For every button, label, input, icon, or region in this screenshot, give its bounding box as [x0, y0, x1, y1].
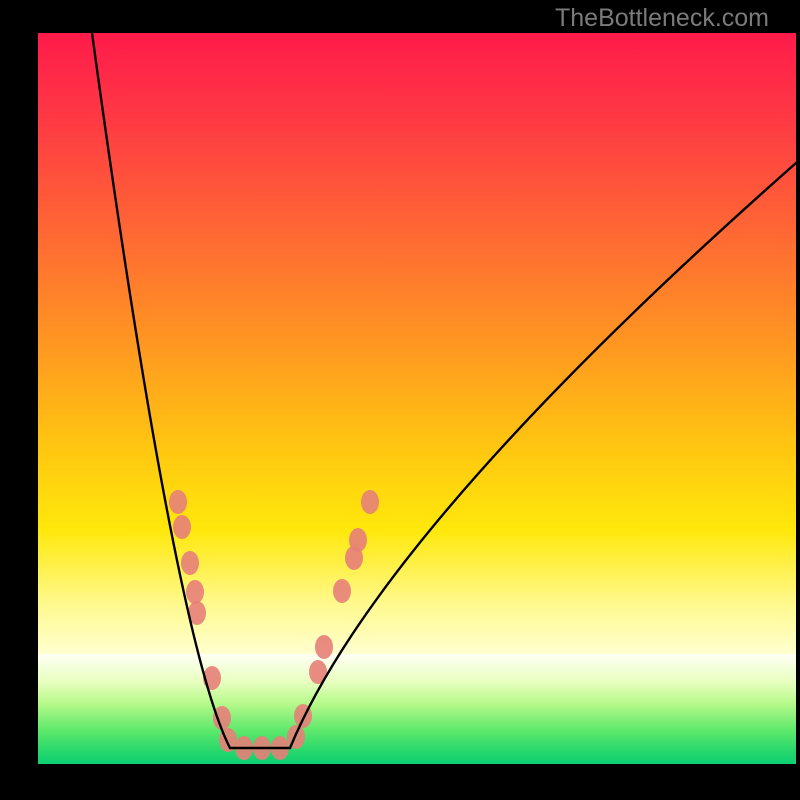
scatter-dot: [173, 515, 191, 539]
curve-overlay: [0, 0, 800, 800]
watermark-text: TheBottleneck.com: [555, 4, 769, 33]
scatter-dot: [361, 490, 379, 514]
scatter-dot: [349, 528, 367, 552]
scatter-dot: [181, 551, 199, 575]
chart-container: TheBottleneck.com: [0, 0, 800, 800]
scatter-dot: [186, 580, 204, 604]
scatter-dot: [169, 490, 187, 514]
scatter-dot: [333, 579, 351, 603]
scatter-dot: [315, 635, 333, 659]
scatter-dots: [169, 490, 379, 760]
v-curve: [92, 33, 796, 748]
